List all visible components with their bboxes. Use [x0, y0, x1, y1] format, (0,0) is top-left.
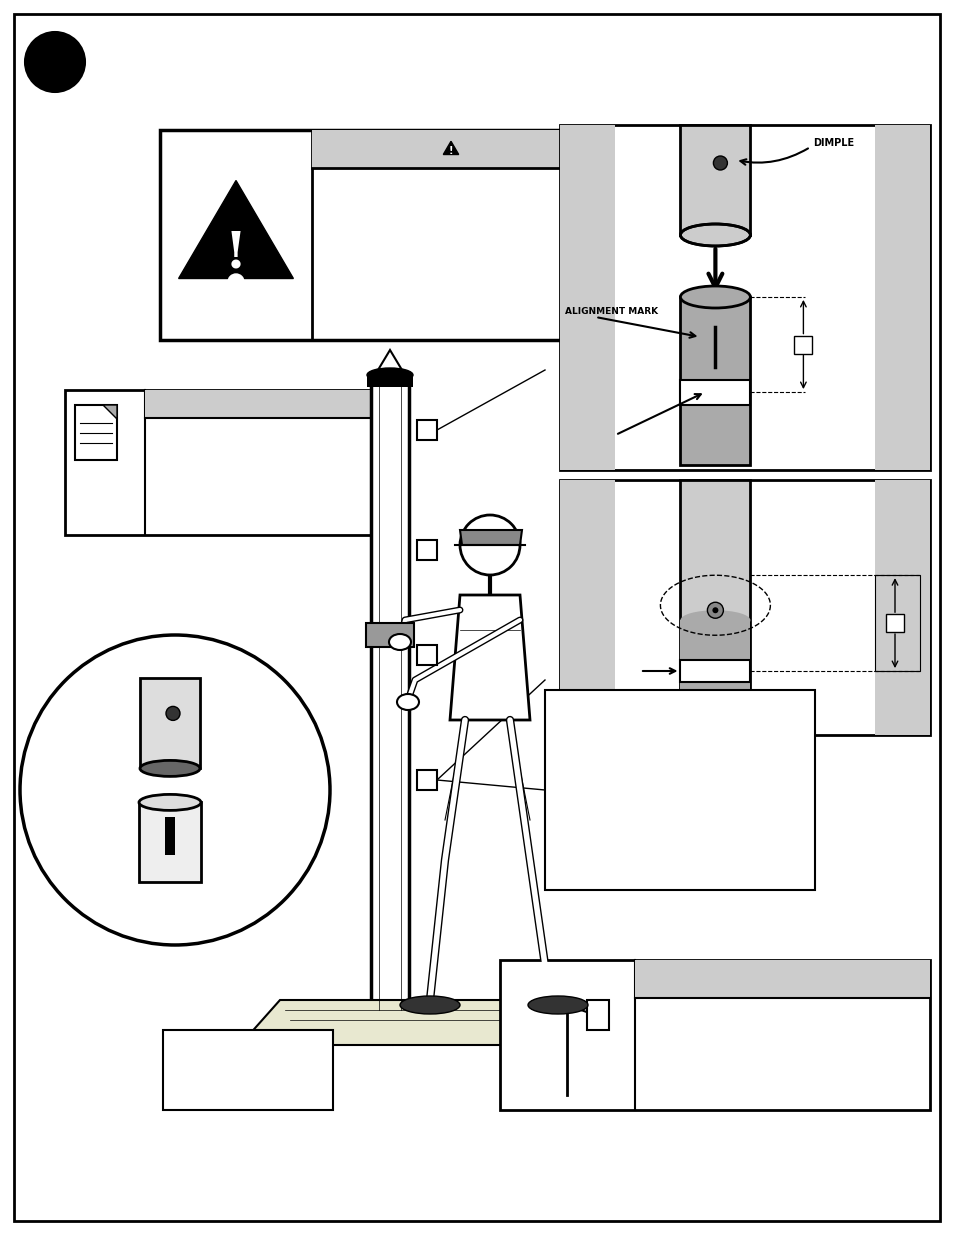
Bar	[559, 480, 929, 735]
Ellipse shape	[399, 995, 459, 1014]
Bar	[160, 130, 589, 340]
Ellipse shape	[389, 634, 411, 650]
Bar	[559, 125, 615, 471]
Bar	[679, 480, 750, 735]
Polygon shape	[450, 595, 530, 720]
Bar	[416, 420, 436, 440]
Bar	[416, 645, 436, 664]
Bar	[499, 960, 929, 1110]
Polygon shape	[459, 530, 521, 545]
Text: !: !	[225, 230, 247, 279]
Text: ALIGNMENT MARK: ALIGNMENT MARK	[564, 308, 658, 316]
Bar	[416, 540, 436, 559]
Bar	[586, 1000, 608, 1030]
Bar	[312, 130, 589, 168]
Bar	[416, 769, 436, 790]
Bar	[885, 614, 903, 632]
Circle shape	[459, 515, 519, 576]
Circle shape	[20, 635, 330, 945]
Bar	[679, 125, 750, 235]
Bar	[874, 480, 929, 735]
Bar	[371, 380, 409, 1010]
Ellipse shape	[139, 794, 201, 810]
Ellipse shape	[367, 368, 413, 382]
Bar	[163, 1030, 333, 1110]
Bar	[679, 620, 750, 735]
Ellipse shape	[527, 995, 587, 1014]
Bar	[874, 576, 919, 671]
Bar	[367, 375, 413, 387]
Bar	[140, 678, 200, 768]
Text: DIMPLE: DIMPLE	[813, 138, 854, 148]
Bar	[679, 296, 750, 466]
Ellipse shape	[396, 694, 418, 710]
Ellipse shape	[549, 1094, 584, 1107]
Bar	[65, 390, 385, 535]
Bar	[544, 690, 814, 890]
Circle shape	[713, 156, 726, 170]
Bar	[679, 659, 750, 682]
Bar	[635, 960, 929, 998]
Circle shape	[712, 608, 718, 614]
Bar	[559, 480, 615, 735]
Bar	[75, 405, 117, 459]
Bar	[165, 818, 174, 856]
Polygon shape	[443, 141, 458, 154]
Circle shape	[228, 274, 244, 290]
Polygon shape	[103, 405, 117, 419]
Bar	[679, 380, 750, 405]
Text: !: !	[448, 146, 453, 156]
Bar	[874, 125, 929, 471]
Bar	[145, 390, 385, 417]
Bar	[794, 336, 812, 353]
Bar	[559, 125, 929, 471]
Circle shape	[25, 32, 85, 91]
Circle shape	[707, 603, 722, 619]
Polygon shape	[240, 1000, 659, 1045]
Ellipse shape	[140, 761, 200, 777]
Circle shape	[166, 706, 180, 720]
Ellipse shape	[679, 224, 750, 246]
Ellipse shape	[679, 610, 750, 630]
Bar	[139, 803, 201, 882]
Ellipse shape	[679, 287, 750, 308]
Polygon shape	[178, 180, 294, 279]
Ellipse shape	[679, 224, 750, 246]
Bar	[366, 622, 414, 647]
